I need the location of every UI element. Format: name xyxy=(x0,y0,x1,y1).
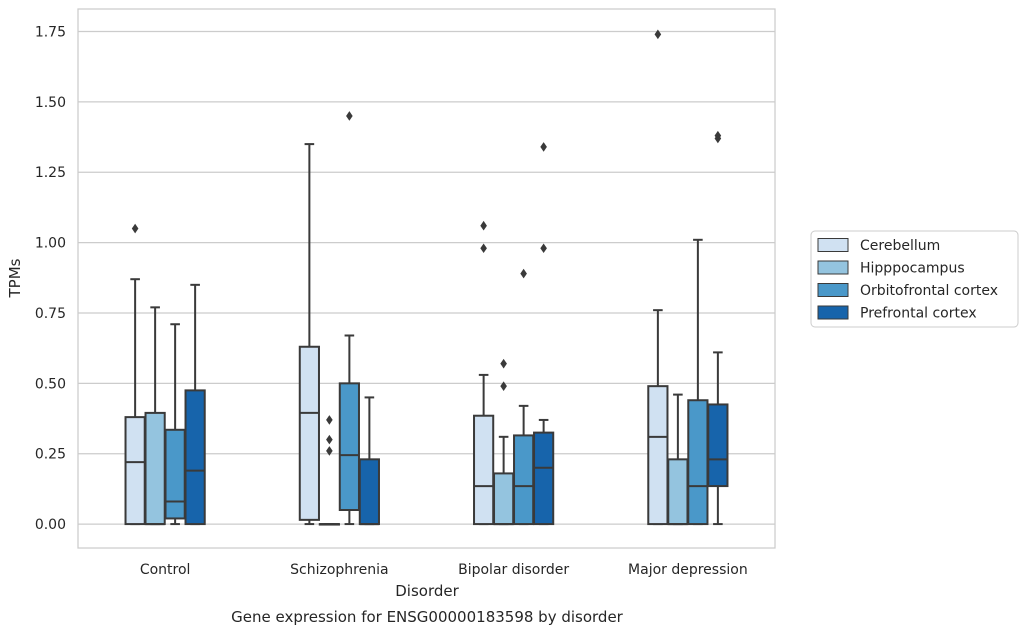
outlier-point xyxy=(500,358,507,369)
iqr-box xyxy=(144,411,166,526)
plot-frame xyxy=(77,8,776,549)
outlier-point xyxy=(326,415,333,425)
outlier-point xyxy=(480,243,487,254)
x-axis-label: Disorder xyxy=(395,582,459,600)
series-orbitofrontal-cortex xyxy=(164,111,709,526)
x-tick-labels: Control Schizophrenia Bipolar disorder Majo… xyxy=(140,562,748,578)
x-tick-label: Major depression xyxy=(628,562,748,578)
outlier-point xyxy=(500,381,507,391)
outlier-point xyxy=(326,446,333,456)
box-group xyxy=(687,238,709,526)
box-series xyxy=(124,29,729,526)
iqr-box xyxy=(338,382,360,512)
y-tick-labels: 0.00 0.25 0.50 0.75 1.00 1.25 1.50 1.75 xyxy=(35,25,66,534)
box-group xyxy=(533,142,555,526)
y-tick-label: 1.75 xyxy=(35,25,66,41)
legend-swatch xyxy=(817,305,849,320)
legend-label: Cerebellum xyxy=(860,238,940,254)
outlier-point xyxy=(654,29,662,40)
iqr-box xyxy=(533,431,555,526)
y-tick-label: 0.50 xyxy=(35,376,66,392)
box-group xyxy=(164,323,186,526)
figure-caption: Gene expression for ENSG00000183598 by d… xyxy=(231,608,624,626)
y-tick-label: 0.75 xyxy=(35,306,66,322)
box-group xyxy=(358,396,380,526)
box-group xyxy=(184,283,206,526)
box-group xyxy=(667,393,689,526)
outlier-point xyxy=(131,223,139,234)
legend-swatch xyxy=(817,283,849,297)
box-group xyxy=(318,415,340,526)
box-group xyxy=(298,143,320,526)
iqr-box xyxy=(707,403,729,488)
legend-swatch xyxy=(817,238,849,252)
outlier-point xyxy=(714,130,722,141)
box-group xyxy=(144,306,166,526)
legend-frame xyxy=(810,230,1019,328)
x-tick-label: Bipolar disorder xyxy=(458,562,569,578)
iqr-box xyxy=(667,458,689,526)
iqr-box xyxy=(164,428,186,520)
outlier-point xyxy=(540,243,547,254)
legend-item: Hipppocampus xyxy=(817,260,965,277)
legend-label: Hipppocampus xyxy=(860,261,965,277)
legend-item: Prefrontal cortex xyxy=(817,305,977,322)
y-tick-label: 1.50 xyxy=(35,95,66,111)
x-tick-label: Schizophrenia xyxy=(290,562,388,578)
outlier-point xyxy=(346,111,353,121)
iqr-box xyxy=(124,416,146,526)
legend-item: Cerebellum xyxy=(817,238,940,254)
iqr-box xyxy=(298,345,320,521)
series-cerebellum xyxy=(124,29,669,526)
outlier-point xyxy=(520,268,527,279)
box-group xyxy=(473,220,495,526)
y-tick-label: 1.00 xyxy=(35,236,66,252)
iqr-box xyxy=(473,414,495,526)
box-group xyxy=(124,223,146,526)
y-axis-label: TPMs xyxy=(6,258,24,298)
outlier-point xyxy=(540,142,547,152)
legend: Cerebellum Hipppocampus Orbitofrontal cort… xyxy=(810,230,1019,328)
y-tick-label: 0.25 xyxy=(35,447,66,463)
y-tick-label: 1.25 xyxy=(35,165,66,181)
legend-label: Prefrontal cortex xyxy=(860,306,977,322)
iqr-box xyxy=(493,472,515,526)
box-group xyxy=(707,130,729,526)
outlier-point xyxy=(480,220,487,231)
y-tick-label: 0.00 xyxy=(35,517,66,533)
iqr-box xyxy=(687,399,709,526)
iqr-box xyxy=(513,434,535,526)
box-group xyxy=(647,29,669,526)
legend-label: Orbitofrontal cortex xyxy=(860,283,998,299)
iqr-box xyxy=(358,458,380,526)
iqr-box xyxy=(184,389,206,526)
outlier-point xyxy=(326,434,333,445)
series-prefrontal-cortex xyxy=(184,130,729,526)
legend-item: Orbitofrontal cortex xyxy=(817,283,998,299)
series-hipppocampus xyxy=(144,306,689,526)
iqr-box xyxy=(647,385,669,526)
x-tick-label: Control xyxy=(140,562,191,578)
legend-swatch xyxy=(817,260,849,275)
box-group xyxy=(338,111,360,526)
